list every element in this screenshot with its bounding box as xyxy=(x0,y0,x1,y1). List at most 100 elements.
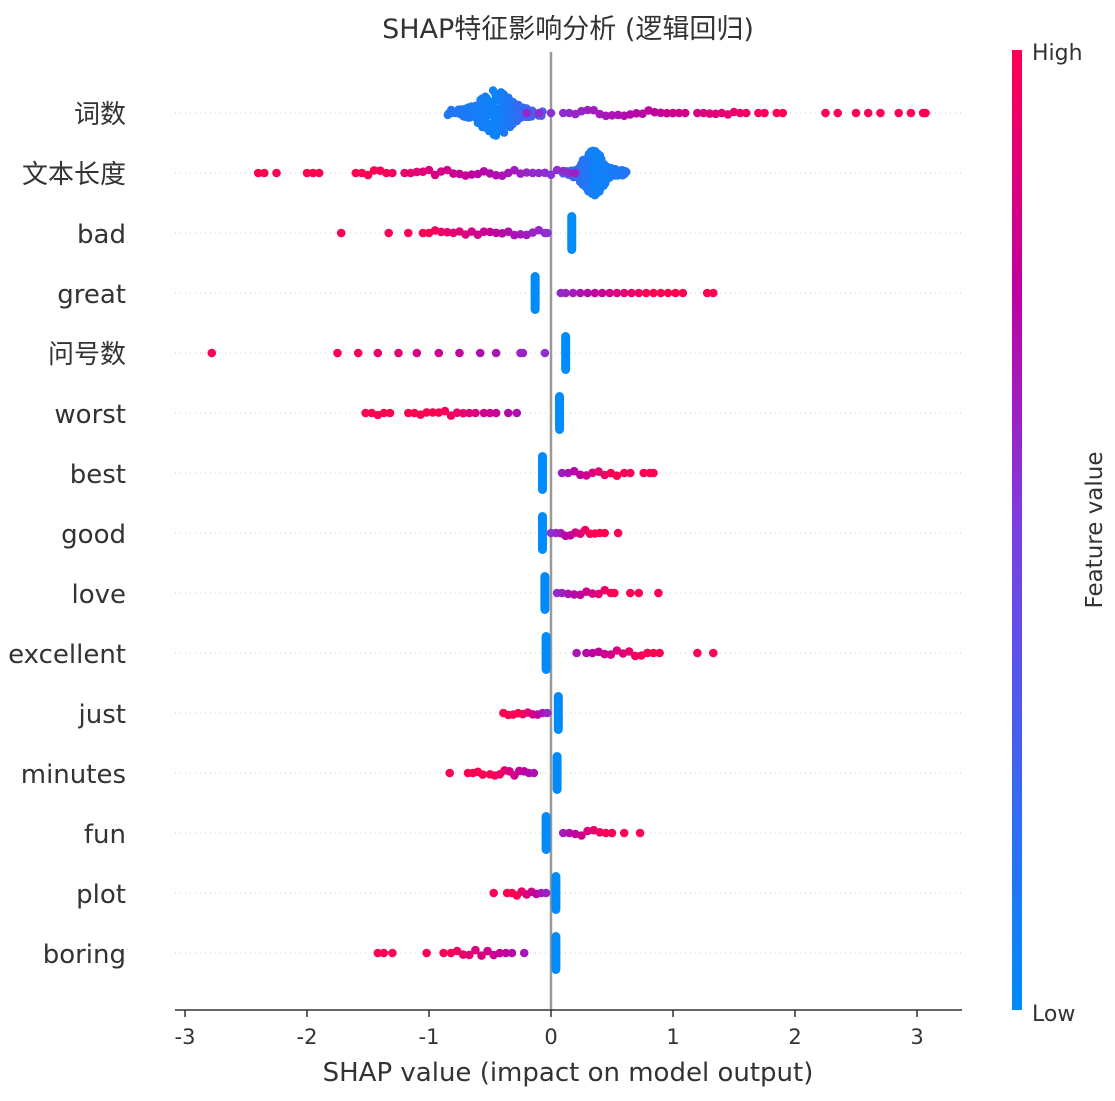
shap-point xyxy=(760,108,769,118)
shap-point xyxy=(702,288,712,298)
shap-point xyxy=(612,288,622,298)
shap-point xyxy=(558,108,568,118)
low-value-bar xyxy=(561,332,571,374)
feature-guide-lines xyxy=(175,112,962,954)
shap-point xyxy=(471,945,480,955)
shap-point xyxy=(458,408,468,418)
shap-point xyxy=(643,648,652,658)
feature-label: boring xyxy=(43,940,126,970)
colorbar-high-label: High xyxy=(1032,41,1083,66)
low-value-bar xyxy=(551,872,561,914)
shap-point xyxy=(693,648,702,658)
shap-point xyxy=(333,348,342,358)
shap-point xyxy=(671,288,680,298)
shap-point xyxy=(655,648,664,658)
low-value-bar xyxy=(551,932,561,974)
shap-point xyxy=(735,108,745,118)
shap-point xyxy=(583,185,592,194)
shap-point xyxy=(540,348,550,358)
shap-point xyxy=(601,828,611,838)
shap-point xyxy=(589,105,598,115)
shap-point xyxy=(490,116,499,126)
shap-point xyxy=(605,167,614,176)
shap-point xyxy=(543,708,552,718)
shap-point xyxy=(388,948,397,958)
shap-point xyxy=(569,590,579,599)
shap-point xyxy=(486,111,495,120)
shap-point xyxy=(546,170,556,179)
colorbar-low-label: Low xyxy=(1032,1002,1075,1027)
shap-point xyxy=(705,109,714,118)
shap-point xyxy=(591,148,601,157)
shap-point xyxy=(649,288,658,298)
shap-point xyxy=(618,170,627,180)
shap-point xyxy=(412,167,422,177)
shap-point xyxy=(610,588,619,598)
shap-point xyxy=(921,108,930,118)
shap-point xyxy=(833,108,842,118)
low-value-bar xyxy=(567,212,577,254)
shap-point xyxy=(363,170,373,180)
shap-point xyxy=(351,168,361,178)
shap-point xyxy=(475,348,485,358)
low-value-bar xyxy=(555,392,565,434)
shap-point xyxy=(649,648,658,658)
shap-point xyxy=(851,108,861,118)
shap-point xyxy=(302,168,312,178)
shap-point xyxy=(400,168,409,178)
shap-point xyxy=(444,109,454,118)
shap-point xyxy=(534,108,544,118)
shap-point xyxy=(596,175,605,185)
x-tick-label: 0 xyxy=(544,1025,557,1049)
shap-point xyxy=(479,227,489,236)
shap-point xyxy=(458,950,468,959)
shap-point xyxy=(656,288,666,298)
shap-point xyxy=(635,828,645,838)
shap-point xyxy=(440,406,450,416)
shap-point xyxy=(619,288,629,298)
shap-point xyxy=(477,951,486,960)
shap-point xyxy=(528,168,537,178)
shap-point xyxy=(541,888,551,898)
shap-point xyxy=(499,117,509,127)
shap-point xyxy=(385,408,395,418)
shap-point xyxy=(529,768,539,778)
shap-point xyxy=(506,113,515,123)
shap-point xyxy=(253,168,263,178)
shap-point xyxy=(709,288,718,298)
shap-point xyxy=(600,528,609,538)
feature-label: great xyxy=(57,280,126,310)
shap-point xyxy=(619,828,629,838)
shap-point xyxy=(663,288,673,298)
shap-point xyxy=(308,168,318,178)
feature-label: love xyxy=(71,580,126,610)
shap-point xyxy=(484,126,494,136)
low-value-bar xyxy=(540,572,550,614)
shap-point xyxy=(607,828,617,838)
x-tick-label: 1 xyxy=(666,1025,679,1049)
shap-point xyxy=(624,647,634,656)
shap-point xyxy=(449,169,458,178)
feature-points xyxy=(373,932,561,974)
shap-point xyxy=(445,768,455,778)
shap-point xyxy=(656,108,666,118)
colorbar-title: Feature value xyxy=(1082,451,1108,608)
shap-point xyxy=(632,109,641,118)
shap-point xyxy=(606,650,616,659)
shap-point xyxy=(436,227,446,237)
low-value-bar xyxy=(541,812,551,854)
shap-point xyxy=(336,228,346,238)
shap-point xyxy=(557,468,567,478)
feature-points xyxy=(336,212,577,254)
shap-point xyxy=(314,168,324,178)
shap-point xyxy=(495,948,505,958)
shap-point xyxy=(561,288,570,298)
shap-point xyxy=(424,165,434,175)
shap-point xyxy=(478,122,487,132)
shap-point xyxy=(589,163,599,172)
shap-point xyxy=(485,408,495,418)
shap-point xyxy=(483,946,492,956)
low-value-bar xyxy=(541,632,551,674)
shap-point xyxy=(754,108,763,118)
